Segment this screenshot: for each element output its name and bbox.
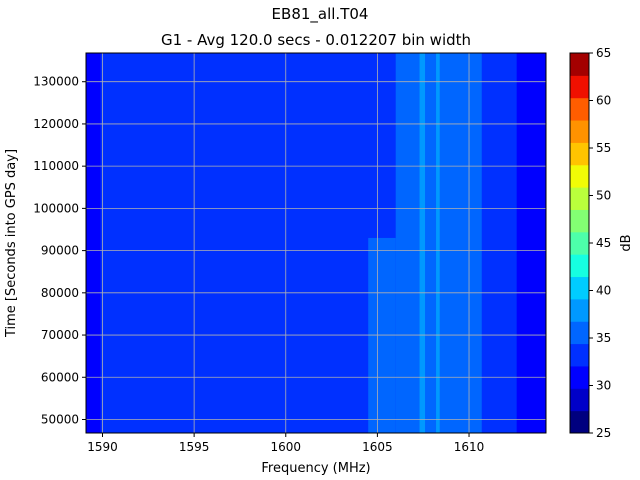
colorbar-cell-9 <box>570 209 589 233</box>
heatmap-band-5 <box>368 237 396 433</box>
x-tick-label-3: 1605 <box>362 440 393 454</box>
colorbar-tick-label-5: 50 <box>596 189 611 203</box>
colorbar-cell-12 <box>570 142 589 166</box>
chart-subtitle: G1 - Avg 120.0 secs - 0.012207 bin width <box>161 31 471 49</box>
y-tick-label-3: 80000 <box>41 286 79 300</box>
y-tick-label-7: 120000 <box>33 117 79 131</box>
x-tick-label-1: 1595 <box>179 440 210 454</box>
colorbar-tick-label-1: 30 <box>596 379 611 393</box>
colorbar-tick-label-7: 60 <box>596 94 611 108</box>
colorbar-tick-label-8: 65 <box>596 46 611 60</box>
colorbar-cell-10 <box>570 187 589 210</box>
colorbar-tick-label-4: 45 <box>596 236 611 250</box>
heatmap-band-10 <box>516 53 546 433</box>
colorbar-cell-2 <box>570 365 589 389</box>
colorbar-cell-16 <box>570 53 589 76</box>
grid-lines <box>86 53 546 433</box>
plot-area: 1590 1595 1600 1605 1610 50000 60000 70000 8000… <box>33 52 547 454</box>
y-tick-label-1: 60000 <box>41 370 79 384</box>
heatmap-bands <box>86 53 546 433</box>
colorbar-cell-4 <box>570 321 589 345</box>
colorbar-tick-label-3: 40 <box>596 284 611 298</box>
colorbar-cell-6 <box>570 276 589 300</box>
colorbar-cell-11 <box>570 164 589 188</box>
heatmap-band-2 <box>269 53 284 433</box>
colorbar-tick-label-6: 55 <box>596 141 611 155</box>
y-axis-label: Time [Seconds into GPS day] <box>4 149 19 338</box>
colorbar-cell-5 <box>570 298 589 322</box>
colorbar-tick-label-2: 35 <box>596 331 611 345</box>
heatmap-band-7 <box>419 53 426 433</box>
colorbar-cell-3 <box>570 343 589 367</box>
x-axis-label: Frequency (MHz) <box>261 461 370 476</box>
y-tick-label-2: 70000 <box>41 328 79 342</box>
colorbar-cell-13 <box>570 120 589 143</box>
x-tick-label-0: 1590 <box>87 440 118 454</box>
chart-title: EB81_all.T04 <box>272 5 369 24</box>
colorbar-cell-1 <box>570 388 589 412</box>
x-tick-label-2: 1600 <box>270 440 301 454</box>
colorbar-cells <box>570 53 589 434</box>
colorbar-cell-14 <box>570 97 589 121</box>
colorbar-ticks: 25 30 35 40 45 50 55 60 65 <box>589 46 611 440</box>
colorbar: 25 30 35 40 45 50 55 60 65 dB <box>569 46 634 440</box>
y-tick-label-5: 100000 <box>33 201 79 215</box>
heatmap-band-9 <box>481 53 517 433</box>
y-tick-label-0: 50000 <box>41 412 79 426</box>
x-tick-label-4: 1610 <box>454 440 485 454</box>
plot-frame <box>85 52 547 434</box>
heatmap-band-4 <box>337 53 343 433</box>
colorbar-tick-label-0: 25 <box>596 426 611 440</box>
y-axis-ticks: 50000 60000 70000 80000 90000 100000 110000 120… <box>33 75 86 426</box>
colorbar-cell-8 <box>570 231 589 255</box>
y-tick-label-8: 130000 <box>33 75 79 89</box>
colorbar-cell-0 <box>570 410 589 434</box>
colorbar-cell-15 <box>570 75 589 99</box>
x-axis-ticks: 1590 1595 1600 1605 1610 <box>87 433 484 454</box>
heatmap-band-8 <box>436 53 440 433</box>
y-tick-label-6: 110000 <box>33 159 79 173</box>
colorbar-label: dB <box>619 234 634 251</box>
heatmap-band-3 <box>307 53 314 433</box>
heatmap-band-0 <box>86 53 101 433</box>
y-tick-label-4: 90000 <box>41 244 79 258</box>
colorbar-cell-7 <box>570 254 589 278</box>
